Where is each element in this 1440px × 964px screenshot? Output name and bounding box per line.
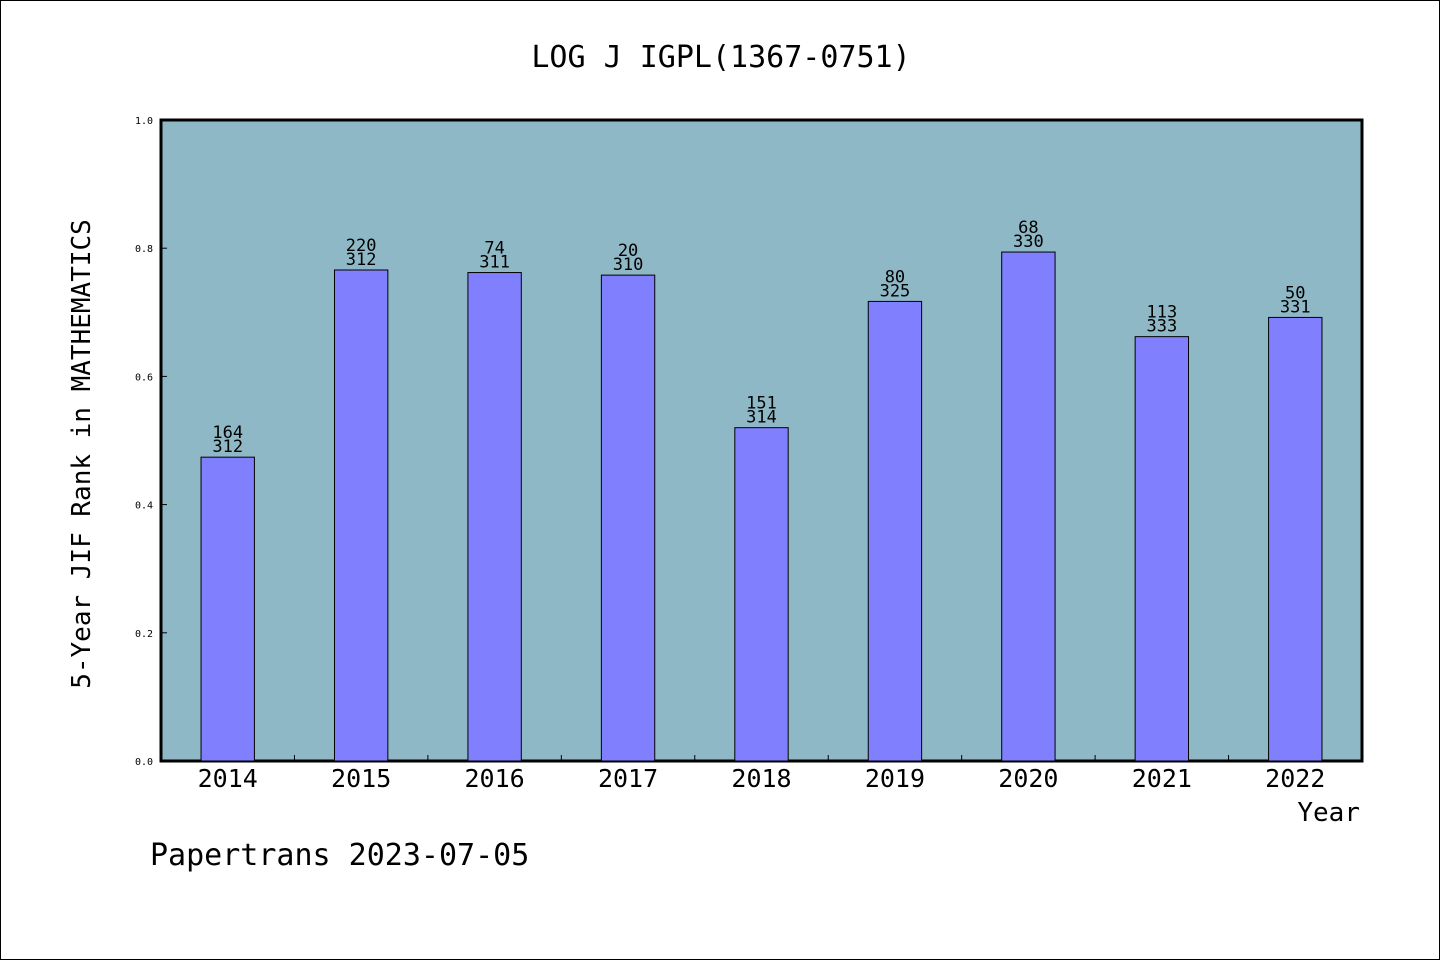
bar-2021 bbox=[1134, 336, 1190, 762]
bars-group: 1643122203127431120310151314803256833011… bbox=[200, 218, 1323, 762]
rank-label-2020: 68 bbox=[1018, 218, 1038, 238]
rank-label-2016: 74 bbox=[484, 239, 504, 259]
x-tick-label-2018: 2018 bbox=[731, 764, 791, 793]
y-tick-label: 1.0 bbox=[135, 116, 153, 127]
y-tick-label: 0.0 bbox=[135, 757, 153, 768]
x-tick-label-2020: 2020 bbox=[998, 764, 1058, 793]
bar-2017 bbox=[600, 274, 656, 762]
x-tick-label-2019: 2019 bbox=[865, 764, 925, 793]
chart-title: LOG J IGPL(1367-0751) bbox=[531, 40, 910, 75]
total-label-2021: 333 bbox=[1146, 317, 1177, 337]
bar-2019 bbox=[867, 300, 923, 762]
rank-label-2021: 113 bbox=[1146, 303, 1177, 323]
bar-2014 bbox=[200, 456, 255, 762]
rank-label-2014: 164 bbox=[212, 423, 243, 443]
total-label-2015: 312 bbox=[346, 250, 377, 270]
y-axis-label: 5-Year JIF Rank in MATHEMATICS bbox=[67, 219, 97, 689]
rank-label-2022: 50 bbox=[1285, 283, 1305, 303]
y-tick-label: 0.2 bbox=[135, 629, 153, 640]
y-tick-label: 0.4 bbox=[135, 501, 153, 512]
total-label-2022: 331 bbox=[1280, 297, 1311, 317]
total-label-2020: 330 bbox=[1013, 232, 1044, 252]
x-tick-label-2022: 2022 bbox=[1265, 764, 1325, 793]
rank-label-2019: 80 bbox=[885, 267, 905, 287]
y-tick-label: 0.6 bbox=[135, 372, 153, 383]
bar-2022 bbox=[1268, 316, 1323, 762]
x-tick-label-2015: 2015 bbox=[331, 764, 391, 793]
y-tick-label: 0.8 bbox=[135, 244, 153, 255]
x-axis-label: Year bbox=[1297, 798, 1360, 828]
bar-2020 bbox=[1001, 251, 1056, 762]
total-label-2017: 310 bbox=[613, 255, 644, 275]
x-tick-label-2014: 2014 bbox=[198, 764, 258, 793]
bar-2015 bbox=[333, 269, 389, 762]
rank-label-2017: 20 bbox=[618, 241, 638, 261]
x-tick-label-2021: 2021 bbox=[1132, 764, 1192, 793]
total-label-2016: 311 bbox=[479, 253, 510, 273]
rank-label-2018: 151 bbox=[746, 394, 777, 414]
bar-2016 bbox=[467, 272, 522, 762]
total-label-2014: 312 bbox=[212, 437, 243, 457]
footer-text: Papertrans 2023-07-05 bbox=[150, 838, 529, 873]
rank-label-2015: 220 bbox=[346, 236, 377, 256]
bar-2018 bbox=[734, 427, 789, 762]
x-tick-label-2016: 2016 bbox=[465, 764, 525, 793]
y-axis: 0.0 0.2 0.4 0.6 0.8 1.0 bbox=[135, 116, 167, 768]
total-label-2018: 314 bbox=[746, 408, 777, 428]
x-axis: 2014 2015 2016 2017 2018 2019 2020 2021 2022 bbox=[198, 755, 1325, 793]
x-tick-label-2017: 2017 bbox=[598, 764, 658, 793]
total-label-2019: 325 bbox=[880, 281, 911, 301]
